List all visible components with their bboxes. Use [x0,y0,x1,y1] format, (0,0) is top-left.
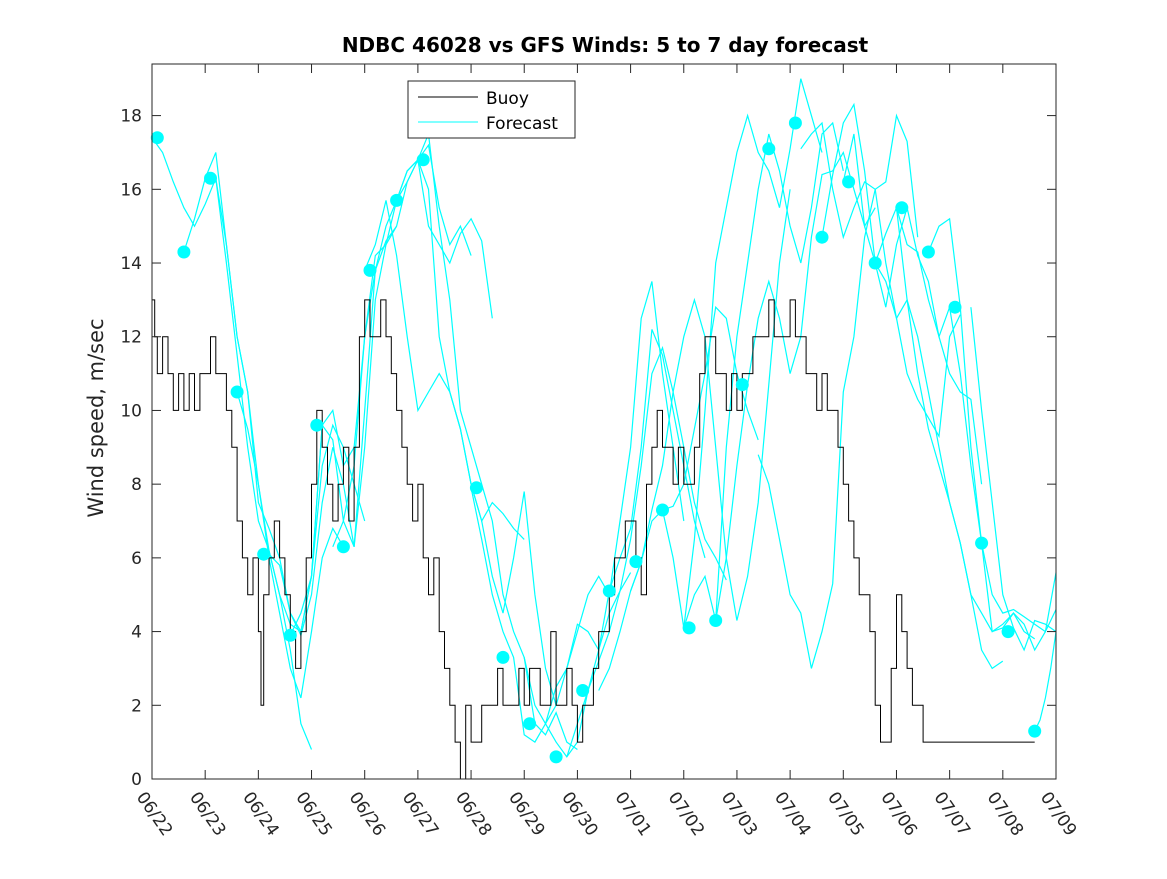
forecast-line-25 [927,217,1057,652]
forecast-marker-13 [523,717,537,731]
y-tick-label-0: 0 [131,770,142,790]
y-tick-label-16: 16 [120,180,142,200]
forecast-marker-23 [788,116,802,130]
marker-layer [150,116,1042,764]
chart-title: NDBC 46028 vs GFS Winds: 5 to 7 day fore… [342,33,869,57]
buoy-line [152,299,1035,780]
forecast-line-17 [683,121,844,629]
forecast-line-5 [289,143,472,636]
series-layer [151,78,1057,780]
y-tick-label-2: 2 [131,696,142,716]
forecast-marker-10 [416,153,430,167]
forecast-line-22 [842,133,1004,670]
plot-frame [151,63,1057,780]
forecast-marker-18 [656,503,669,517]
forecast-marker-1 [177,245,191,259]
forecast-line-7 [364,200,525,540]
forecast-marker-16 [602,584,616,598]
forecast-line-24 [895,207,1057,633]
forecast-marker-14 [549,750,563,764]
y-tick-label-10: 10 [120,401,142,421]
forecast-marker-3 [230,385,244,399]
forecast-marker-8 [363,263,377,277]
forecast-line-14 [598,305,759,691]
forecast-line-0 [151,137,313,750]
forecast-line-27 [1034,631,1057,732]
forecast-marker-2 [204,171,217,185]
forecast-marker-11 [469,481,483,495]
forecast-marker-20 [709,614,723,627]
forecast-line-16 [661,78,823,628]
forecast-marker-30 [975,536,989,550]
forecast-marker-12 [496,650,510,664]
legend-forecast-label: Forecast [486,114,558,134]
legend-buoy-label: Buoy [486,89,529,109]
forecast-marker-7 [336,540,350,554]
forecast-line-9 [417,131,578,750]
forecast-marker-5 [283,628,297,642]
forecast-marker-19 [682,621,696,635]
forecast-marker-21 [735,378,749,392]
forecast-marker-26 [868,256,882,270]
forecast-marker-31 [1001,625,1015,639]
forecast-marker-6 [310,418,324,432]
forecast-marker-25 [842,175,856,189]
y-tick-label-8: 8 [131,475,142,495]
forecast-line-20 [800,121,961,439]
y-axis-label: Wind speed, m/sec [84,318,108,517]
forecast-marker-22 [762,142,776,156]
forecast-line-15 [630,189,791,621]
forecast-marker-15 [576,684,590,697]
y-tick-label-6: 6 [131,549,142,569]
legend: Buoy Forecast [407,80,576,139]
forecast-marker-17 [629,555,643,569]
forecast-line-26 [970,307,1057,652]
y-tick-label-14: 14 [120,254,142,274]
legend-box [407,80,576,139]
forecast-marker-24 [815,230,829,244]
forecast-line-23 [874,205,1036,640]
y-tick-label-18: 18 [120,107,142,127]
forecast-marker-29 [948,300,962,314]
forecast-marker-0 [150,131,164,145]
forecast-line-19 [757,113,919,669]
forecast-marker-27 [895,201,909,215]
forecast-marker-9 [390,193,404,207]
forecast-line-18 [715,150,876,621]
y-tick-label-12: 12 [120,328,142,348]
forecast-marker-28 [921,245,935,259]
forecast-line-8 [396,158,557,706]
y-tick-label-4: 4 [131,623,142,643]
forecast-marker-4 [257,547,271,561]
forecast-marker-32 [1028,724,1042,738]
